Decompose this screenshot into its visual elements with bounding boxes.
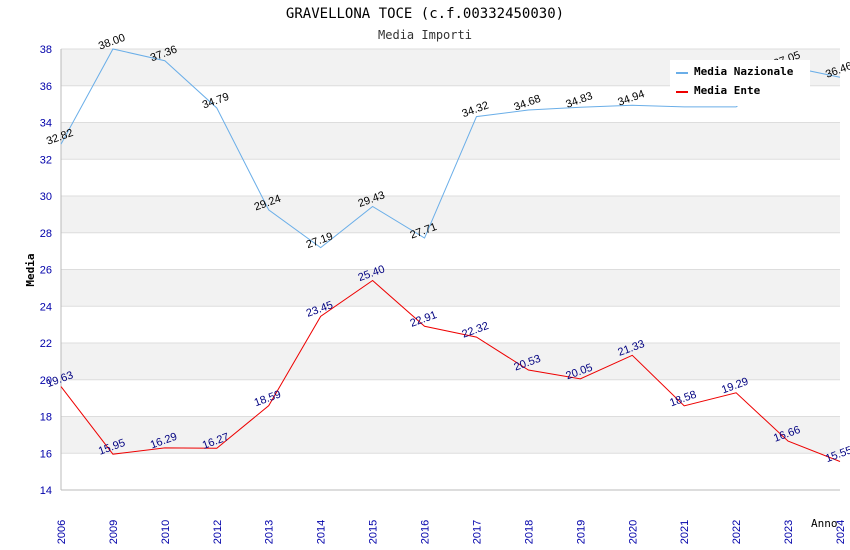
legend-label-ente: Media Ente (694, 84, 761, 97)
x-tick-label: 2023 (783, 520, 795, 544)
grid-band (61, 306, 840, 343)
x-tick-label: 2019 (575, 520, 587, 544)
grid-band (61, 379, 840, 417)
axes (60, 49, 840, 491)
y-tick-label: 16 (40, 448, 52, 460)
legend-label-nazionale: Media Nazionale (694, 65, 794, 78)
y-tick-label: 26 (40, 265, 52, 277)
x-tick-label: 2022 (731, 520, 743, 544)
chart-subtitle: Media Importi (378, 28, 472, 42)
x-tick-label: 2015 (368, 520, 380, 544)
x-tick-label: 2012 (212, 520, 224, 544)
legend-box (670, 60, 810, 106)
x-tick-label: 2013 (264, 520, 276, 544)
series-line-media-nazionale (60, 48, 841, 249)
grid-band (61, 269, 840, 307)
x-tick-label: 2014 (316, 520, 328, 544)
x-tick-label: 2006 (56, 520, 68, 544)
x-axis-label: Anno (811, 517, 838, 530)
grid-band (61, 196, 840, 233)
y-axis-label: Media (24, 253, 37, 286)
y-tick-label: 38 (40, 44, 52, 56)
y-tick-label: 30 (40, 191, 52, 203)
grid-band (61, 343, 840, 380)
x-tick-label: 2016 (420, 520, 432, 544)
y-tick-label: 24 (40, 301, 52, 313)
grid-band (61, 122, 840, 160)
x-tick-labels: 2006 2009 2010 2012 2013 2014 2015 2016 2017 2018… (56, 520, 847, 544)
y-tick-label: 22 (40, 338, 52, 350)
series-lines (60, 48, 841, 462)
grid-band (61, 416, 840, 454)
y-tick-label: 18 (40, 412, 52, 424)
y-tick-label: 34 (40, 118, 52, 130)
y-tick-label: 14 (40, 485, 52, 497)
y-tick-label: 20 (40, 375, 52, 387)
x-tick-label: 2020 (627, 520, 639, 544)
y-tick-label: 28 (40, 228, 52, 240)
x-tick-label: 2010 (160, 520, 172, 544)
grid-band (61, 232, 840, 270)
grid-band (61, 453, 840, 490)
grid-bands (61, 49, 840, 490)
chart-title: GRAVELLONA TOCE (c.f.00332450030) (286, 6, 564, 22)
x-tick-label: 2018 (523, 520, 535, 544)
x-tick-label: 2024 (835, 520, 847, 544)
x-tick-label: 2009 (108, 520, 120, 544)
series-line-media-ente (60, 279, 841, 462)
x-tick-label: 2017 (471, 520, 483, 544)
y-tick-label: 32 (40, 154, 52, 166)
x-tick-label: 2021 (679, 520, 691, 544)
y-tick-labels: 14 16 18 20 22 24 26 28 30 32 34 36 38 (40, 44, 52, 497)
legend: Media Nazionale Media Ente (670, 60, 810, 106)
y-tick-label: 36 (40, 81, 52, 93)
